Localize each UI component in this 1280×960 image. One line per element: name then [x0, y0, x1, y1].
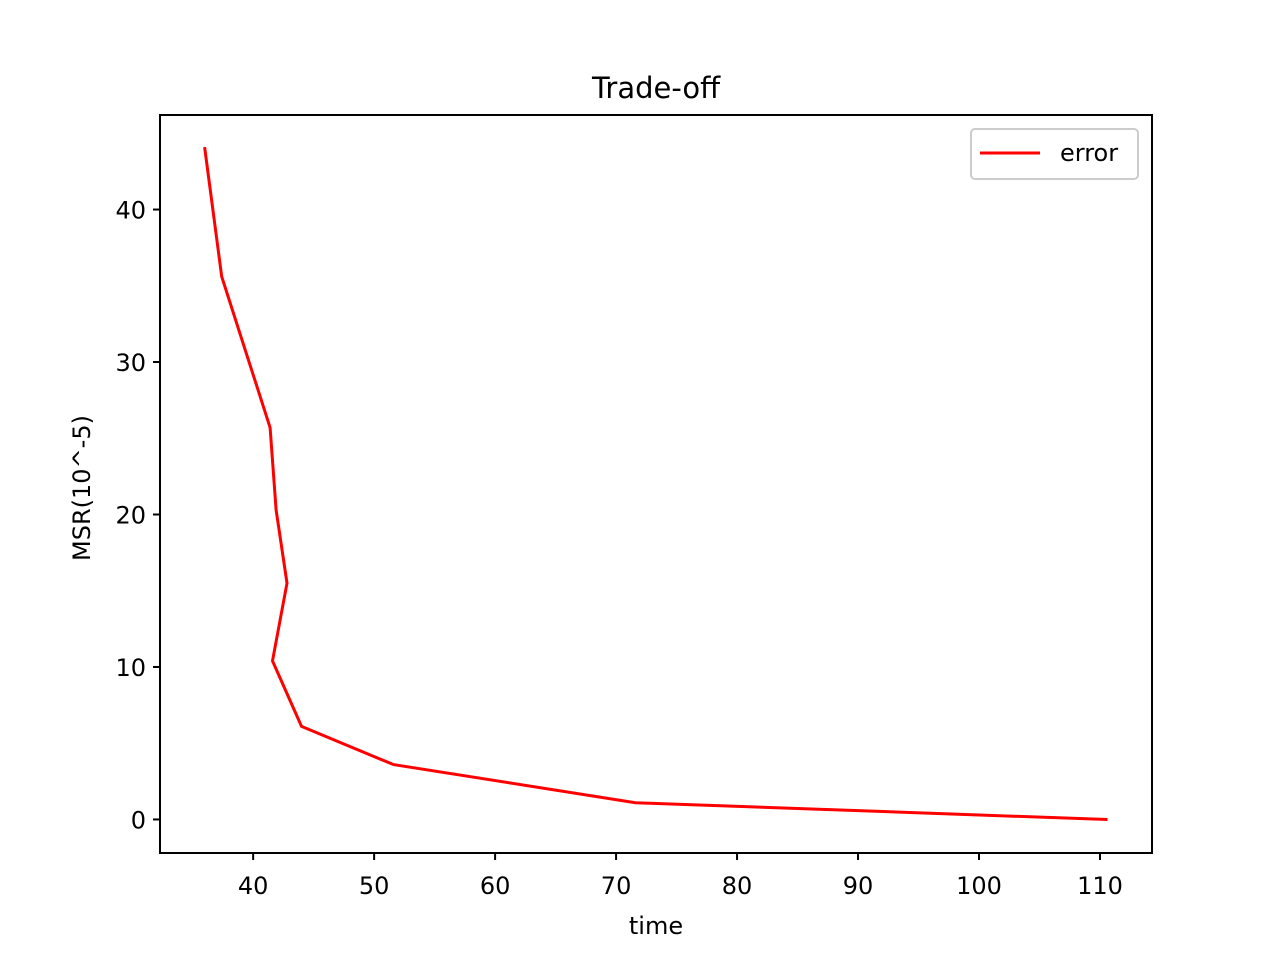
x-tick-label: 60 — [480, 872, 511, 900]
x-axis-label: time — [629, 912, 683, 940]
y-tick-label: 10 — [115, 654, 146, 682]
x-tick-label: 50 — [359, 872, 390, 900]
legend: error — [970, 128, 1139, 180]
legend-box — [970, 128, 1139, 180]
series-line-error — [203, 146, 1108, 822]
x-tick-label: 110 — [1077, 872, 1123, 900]
y-axis-label: MSR(10^-5) — [68, 415, 96, 561]
y-tick-label: 0 — [131, 806, 146, 834]
legend-label-error: error — [1060, 139, 1118, 167]
chart-title: Trade-off — [591, 71, 721, 105]
axes-frame — [159, 114, 1153, 854]
x-tick-label: 100 — [956, 872, 1002, 900]
plot-area: 40 50 60 70 80 90 100 110 0 10 20 30 40 — [115, 114, 1153, 900]
x-tick-label: 90 — [843, 872, 874, 900]
x-tick-label: 70 — [601, 872, 632, 900]
y-tick-label: 40 — [115, 197, 146, 225]
y-tick-label: 30 — [115, 349, 146, 377]
y-tick-label: 20 — [115, 501, 146, 529]
x-tick-label: 80 — [722, 872, 753, 900]
x-tick-label: 40 — [238, 872, 269, 900]
